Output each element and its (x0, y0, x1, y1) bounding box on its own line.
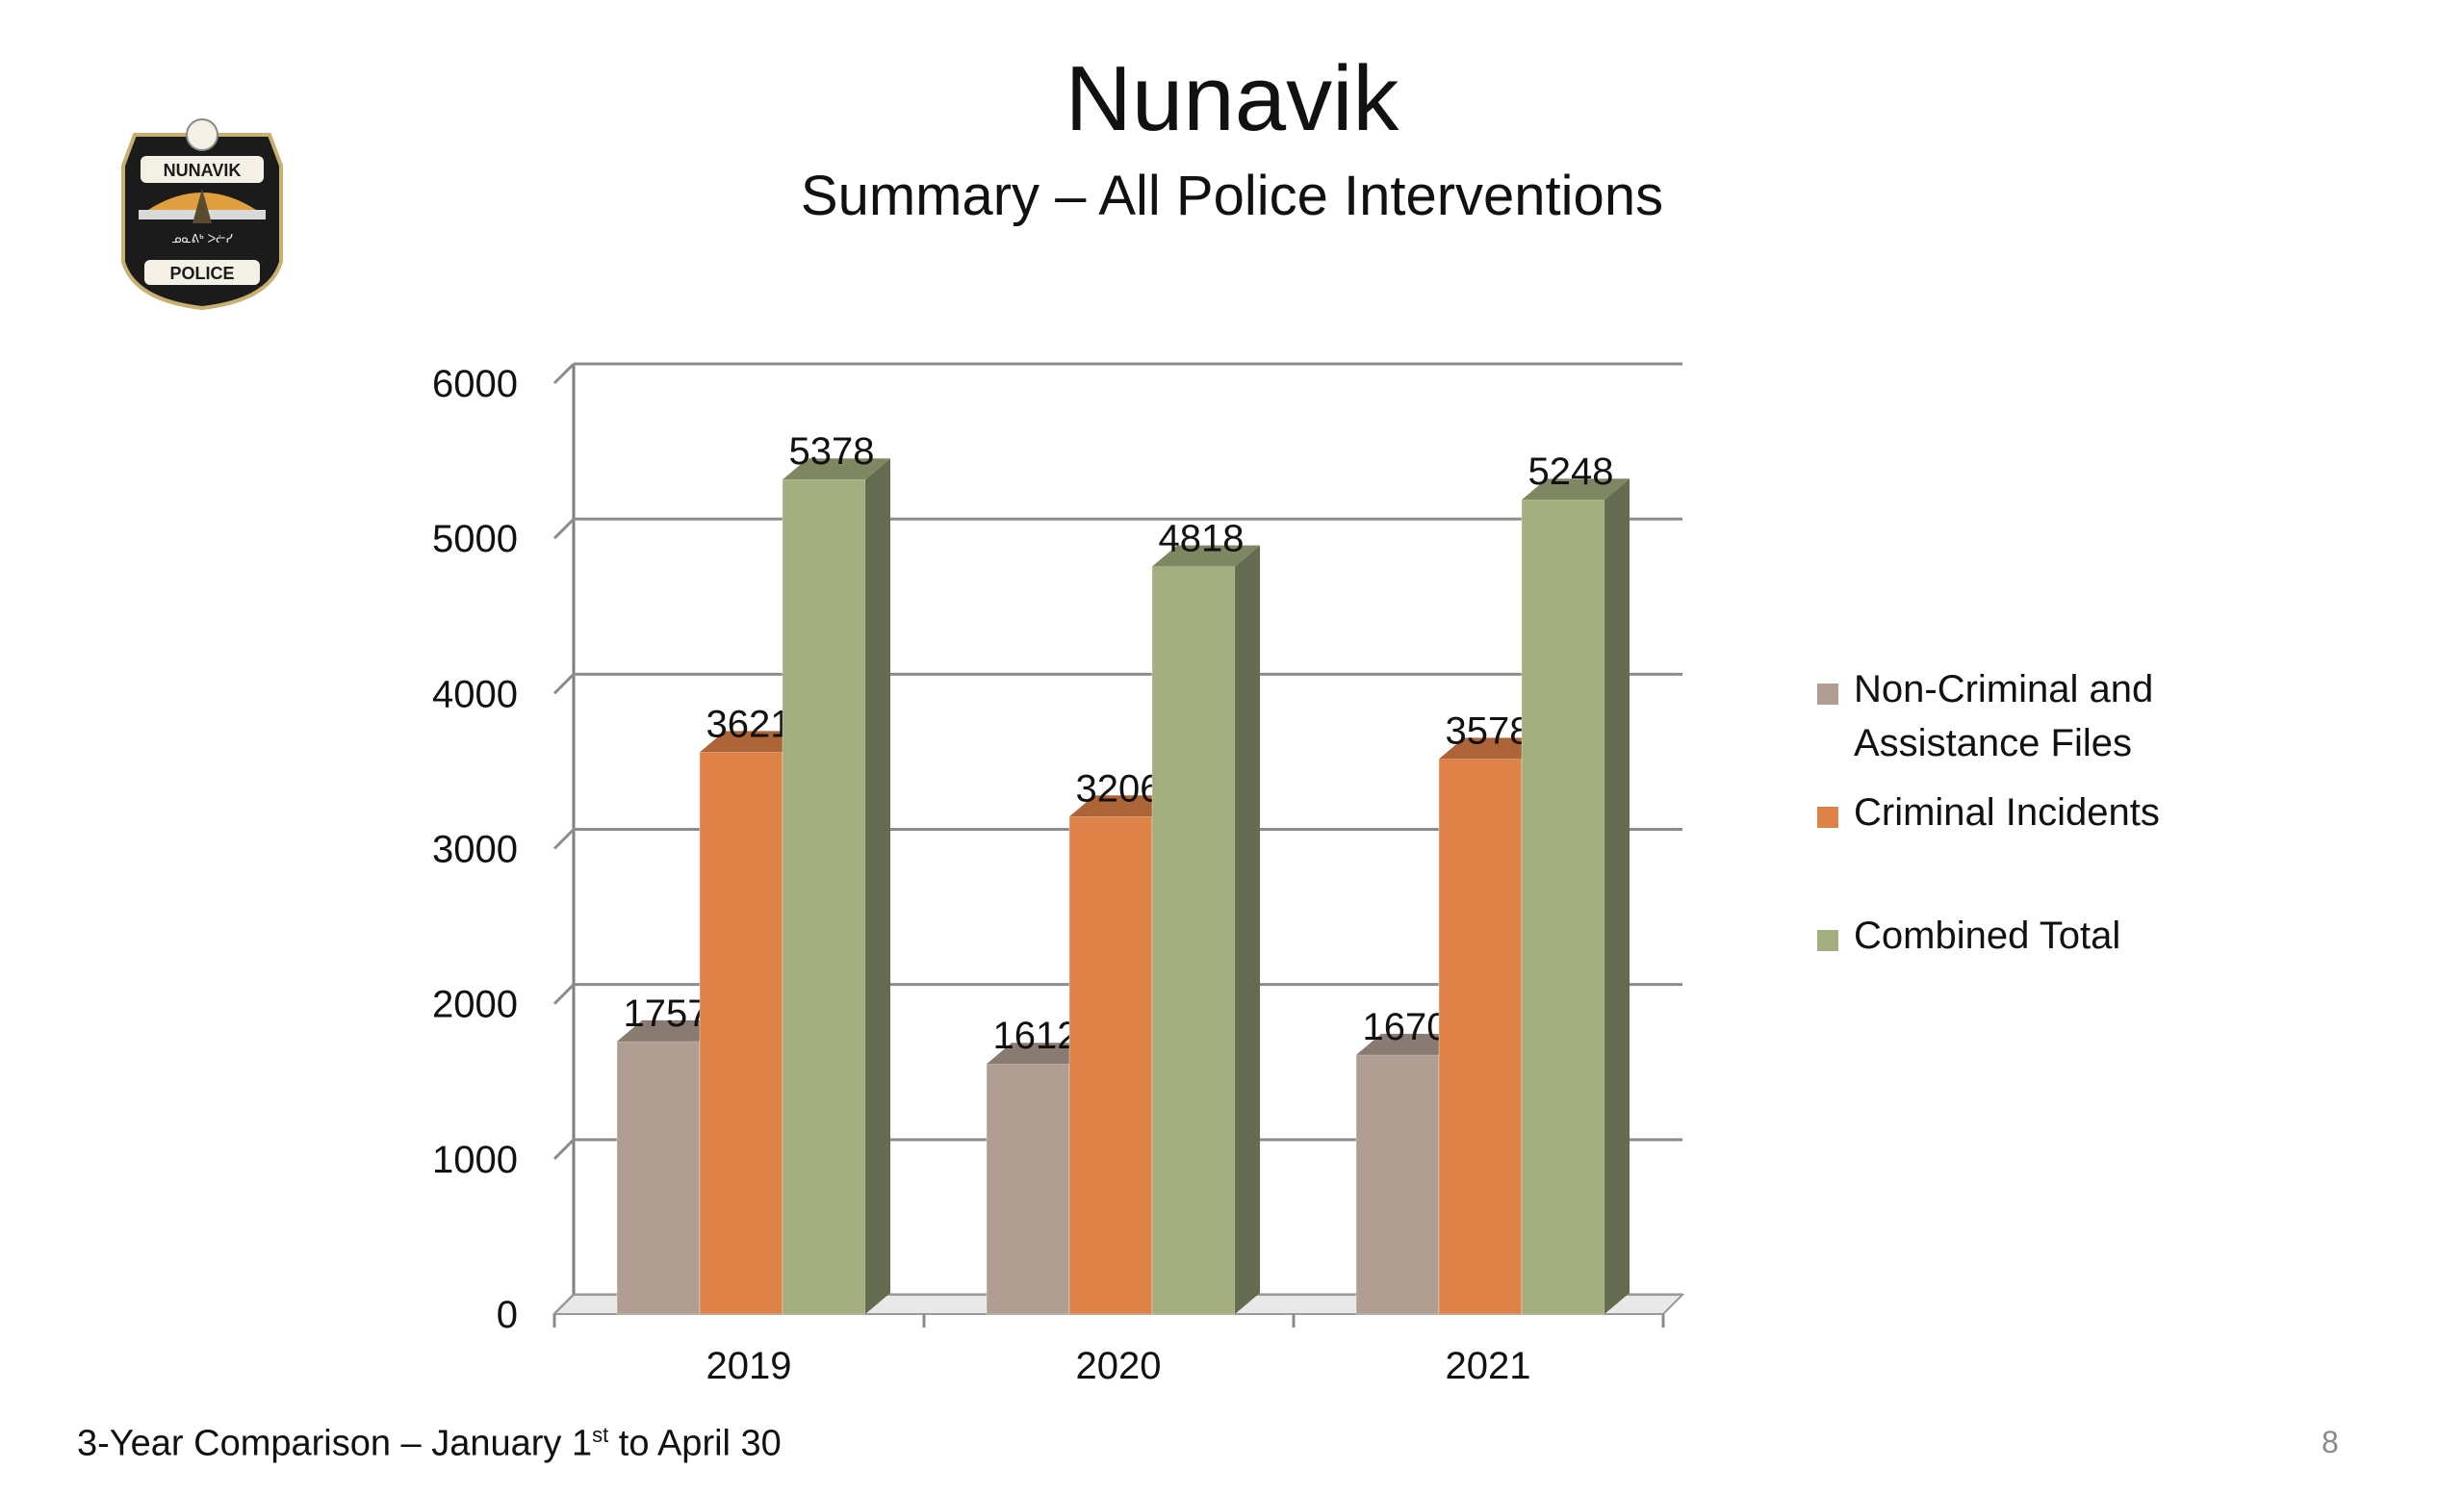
bar-2021-2 (1521, 499, 1605, 1315)
gridline-side-6000 (552, 362, 576, 385)
logo-text-middle: ᓄᓇᕕᒃ ᐳᓖᓯ (171, 232, 233, 245)
gridline-side-1000 (552, 1138, 576, 1160)
gridline-side-2000 (552, 983, 576, 1005)
legend-label-combined: Combined Total (1854, 915, 2121, 957)
bar-top-2021-2 (1522, 478, 1630, 501)
data-label-2019-0: 1757 (624, 993, 709, 1035)
data-label-2020-1: 3206 (1076, 767, 1162, 810)
bar-2020-0 (986, 1063, 1070, 1315)
legend-swatch-criminal (1817, 807, 1838, 828)
x-category-label-2021: 2021 (1446, 1345, 1531, 1387)
bar-top-2021-1 (1439, 737, 1547, 760)
y-tick-label: 5000 (432, 518, 518, 560)
nunavik-police-logo: NUNAVIK ᓄᓇᕕᒃ ᐳᓖᓯ POLICE (116, 117, 289, 311)
bar-2020-2 (1151, 565, 1236, 1315)
page-number: 8 (2322, 1425, 2339, 1459)
bar-2020-1 (1068, 815, 1153, 1315)
data-label-2021-1: 3578 (1446, 709, 1531, 752)
bar-top-2020-0 (987, 1043, 1094, 1065)
gridline-side-5000 (552, 518, 576, 540)
y-tick-label: 1000 (432, 1139, 518, 1181)
data-label-2021-0: 1670 (1363, 1006, 1449, 1048)
y-tick-label: 3000 (432, 829, 518, 871)
bar-top-2020-2 (1152, 545, 1260, 567)
data-label-2019-1: 3621 (706, 703, 792, 745)
legend-label-non-criminal-line2: Assistance Files (1854, 722, 2132, 764)
footnote-text-end: to April 30 (608, 1423, 782, 1464)
bar-2019-2 (782, 478, 866, 1315)
bar-side-2020-2 (1235, 545, 1260, 1314)
legend-swatch-non-criminal (1817, 684, 1838, 705)
bar-side-2021-2 (1604, 478, 1630, 1314)
logo-text-top: NUNAVIK (164, 161, 242, 180)
footnote-text: 3-Year Comparison – January 1 (77, 1423, 593, 1464)
y-tick-label: 6000 (432, 363, 518, 405)
y-tick-label: 4000 (432, 673, 518, 715)
footnote: 3-Year Comparison – January 1st to April… (77, 1423, 782, 1465)
legend-label-criminal: Criminal Incidents (1854, 791, 2160, 834)
page-title: Nunavik (1065, 47, 1399, 150)
bar-side-2019-2 (865, 458, 890, 1314)
bar-2021-1 (1438, 758, 1523, 1315)
y-tick-label: 2000 (432, 984, 518, 1026)
x-category-label-2019: 2019 (706, 1345, 792, 1387)
bar-top-2020-1 (1069, 795, 1177, 817)
data-label-2021-2: 5248 (1528, 451, 1614, 493)
data-label-2019-2: 5378 (789, 430, 875, 473)
bar-2021-0 (1355, 1054, 1440, 1315)
legend-swatch-combined (1817, 930, 1838, 951)
bar-top-2019-0 (617, 1019, 725, 1042)
page-subtitle: Summary – All Police Interventions (800, 165, 1664, 227)
bar-top-2019-2 (783, 458, 890, 480)
y-tick-label: 0 (497, 1294, 518, 1336)
legend-label-non-criminal-line1: Non-Criminal and (1854, 668, 2154, 710)
gridline-side-3000 (552, 828, 576, 850)
gridline-side-4000 (552, 673, 576, 695)
logo-text-bottom: POLICE (169, 264, 234, 283)
bar-top-2019-1 (700, 731, 808, 753)
data-label-2020-0: 1612 (993, 1015, 1079, 1057)
x-category-label-2020: 2020 (1076, 1345, 1162, 1387)
footnote-superscript: st (592, 1423, 609, 1447)
bar-2019-1 (699, 751, 783, 1315)
bar-2019-0 (616, 1041, 701, 1315)
bar-top-2021-0 (1356, 1033, 1464, 1055)
police-badge-icon: NUNAVIK ᓄᓇᕕᒃ ᐳᓖᓯ POLICE (121, 118, 283, 311)
data-label-2020-2: 4818 (1159, 517, 1245, 559)
